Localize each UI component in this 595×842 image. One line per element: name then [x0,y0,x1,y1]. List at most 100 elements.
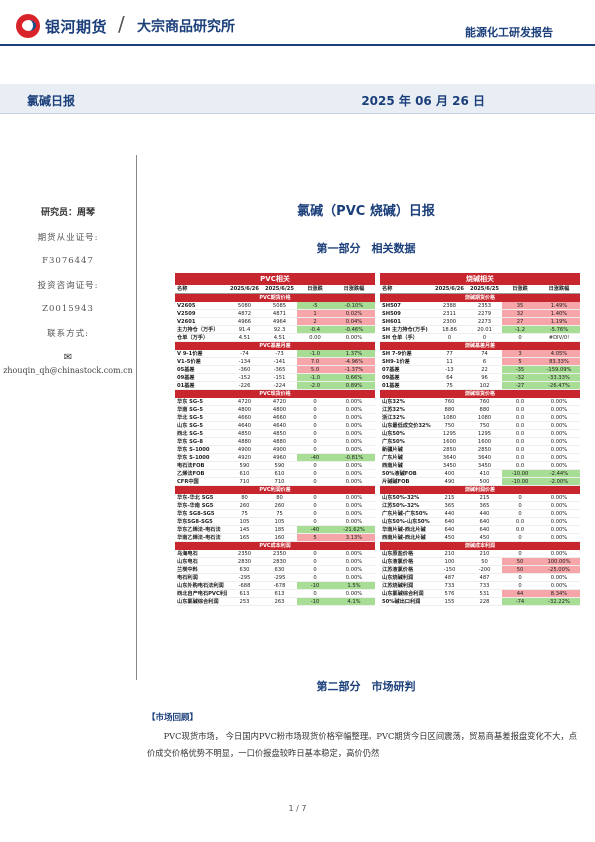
contact-label: 联系方式: [47,329,89,339]
table-cell: -141 [273,359,286,365]
table-cell: 0.00% [550,551,568,557]
brand-name: 银河期货 [45,18,108,36]
table-cell: 11 [446,359,453,365]
table-row: 乌海电石 2350 2350 0 0.00% [175,550,375,558]
header-cell: 名称 [177,286,188,292]
table-cell: 490 [444,479,455,485]
table-cell: 1295 [442,431,457,437]
table-cell: -10 [297,582,333,589]
table-cell: 0.0 [515,431,525,437]
consult-label: 投资咨询证号: [37,281,99,291]
table-cell: 733 [444,583,455,589]
table-cell: 410 [479,471,490,477]
table-cell: 1.40% [538,310,580,317]
mail-icon: ✉ [63,352,73,363]
table-cell: 365 [479,503,490,509]
license-label: 期货从业证号: [37,233,99,243]
table-row: 09基差 -152 -151 -1.0 0.66% [175,374,375,382]
table-row: 华南片碱-西北片碱 640 640 0.0 0.00% [380,526,580,534]
institute-name: 大宗商品研究所 [137,19,235,35]
table-cell: -5.76% [538,326,580,333]
table-row: 乙烯法FOB 610 610 0 0.00% [175,470,375,478]
table-cell: 0.89% [333,382,375,389]
table-row: 仓单（万手） 4.51 4.51 0.00 0.00% [175,334,375,342]
table-cell: 3640 [477,455,492,461]
table-cell: 100.00% [538,558,580,565]
table-cell: 500 [479,479,490,485]
table-cell: SH9-1价差 [382,359,410,365]
pvc-data-table: PVC相关 名称 2025/6/26 2025/6/25 日涨跌 日涨跌幅 PVC期货价格 V… [175,273,375,606]
table-cell: -0.81% [333,454,375,461]
table-cell: 山东烧碱利润 [382,575,414,581]
table-cell: 1.5% [333,582,375,589]
table-cell: 0.00% [345,423,363,429]
table-cell: -5 [297,302,333,309]
table-cell: 50 [481,559,488,565]
table-cell: 0 [313,447,317,453]
table-cell: 1.49% [538,302,580,309]
table-cell: 50 [502,558,538,565]
table-cell: 2 [297,318,333,325]
table-cell: 0.00% [550,407,568,413]
table-cell: 0.00% [550,431,568,437]
table-cell: 西北 SG-5 [177,431,203,437]
table-cell: 0.0 [515,439,525,445]
table-cell: 50%液碱FOB [382,471,417,477]
table-cell: -2.44% [538,470,580,477]
table-cell: 西南片碱 [382,463,403,469]
table-cell: 96 [481,375,488,381]
table-row: 山东 SG-5 4640 4640 0 0.00% [175,422,375,430]
table-cell: -295 [273,575,286,581]
table-cell: 0.00% [550,495,568,501]
table-cell: -159.09% [538,366,580,373]
table-cell: 22 [481,367,488,373]
table-cell: 0.0 [515,463,525,469]
table-cell: 4900 [272,447,287,453]
table-cell: 仓单（万手） [177,335,209,341]
table-cell: 210 [479,551,490,557]
table-row: SH 仓单（手） 0 0 0 #DIV/0! [380,334,580,342]
table-cell: 新疆片碱 [382,447,403,453]
table-cell: 0.00% [550,447,568,453]
table-row: 西北 SG-5 4850 4850 0 0.00% [175,430,375,438]
table-cell: 4920 [237,455,252,461]
table-row: 广东片碱 3640 3640 0.0 0.00% [380,454,580,462]
table-row: 05基差 -360 -365 5.0 -1.37% [175,366,375,374]
table-row: 山东50%-32% 215 215 0 0.00% [380,494,580,502]
table-cell: 92.3 [273,327,286,333]
table-cell: 0.0 [515,423,525,429]
table-cell: 263 [274,599,285,605]
table-cell: 山东原盐价格 [382,551,414,557]
table-cell: 487 [479,575,490,581]
table-row: 江苏50%-32% 365 365 0 0.00% [380,502,580,510]
table-cell: 华南乙烯法-电石法 [177,535,221,541]
email-address[interactable]: zhouqin_qh@chinastock.com.cn [3,366,133,375]
table-cell: 0.0 [515,527,525,533]
table-row: 西南片碱 3450 3450 0.0 0.00% [380,462,580,470]
table-cell: SH 主力持仓(万手) [382,327,428,333]
table-cell: 0.00% [550,511,568,517]
table-cell: 0.00 [309,335,321,341]
table-caption: 烧碱相关 [380,273,580,285]
table-cell: 0 [313,495,317,501]
department-label: 能源化工研发报告 [465,26,553,39]
table-cell: -134 [238,359,251,365]
table-cell: 0.0 [515,415,525,421]
table-cell: 1080 [442,415,457,421]
table-cell: 4720 [272,399,287,405]
table-cell: 710 [239,479,250,485]
table-cell: 江苏烧碱利润 [382,583,414,589]
table-cell: 4872 [237,311,252,317]
table-row: 浙江32% 1080 1080 0.0 0.00% [380,414,580,422]
table-cell: 0 [313,559,317,565]
table-cell: 450 [444,535,455,541]
table-cell: 0 [313,479,317,485]
table-cell: -200 [478,567,491,573]
table-cell: 0 [518,583,522,589]
table-cell: 215 [479,495,490,501]
table-cell: 2850 [477,447,492,453]
table-cell: -151 [273,375,286,381]
table-row: 西南片碱-西北片碱 450 450 0 0.00% [380,534,580,542]
table-cell: 531 [479,591,490,597]
table-cell: 2273 [477,319,492,325]
